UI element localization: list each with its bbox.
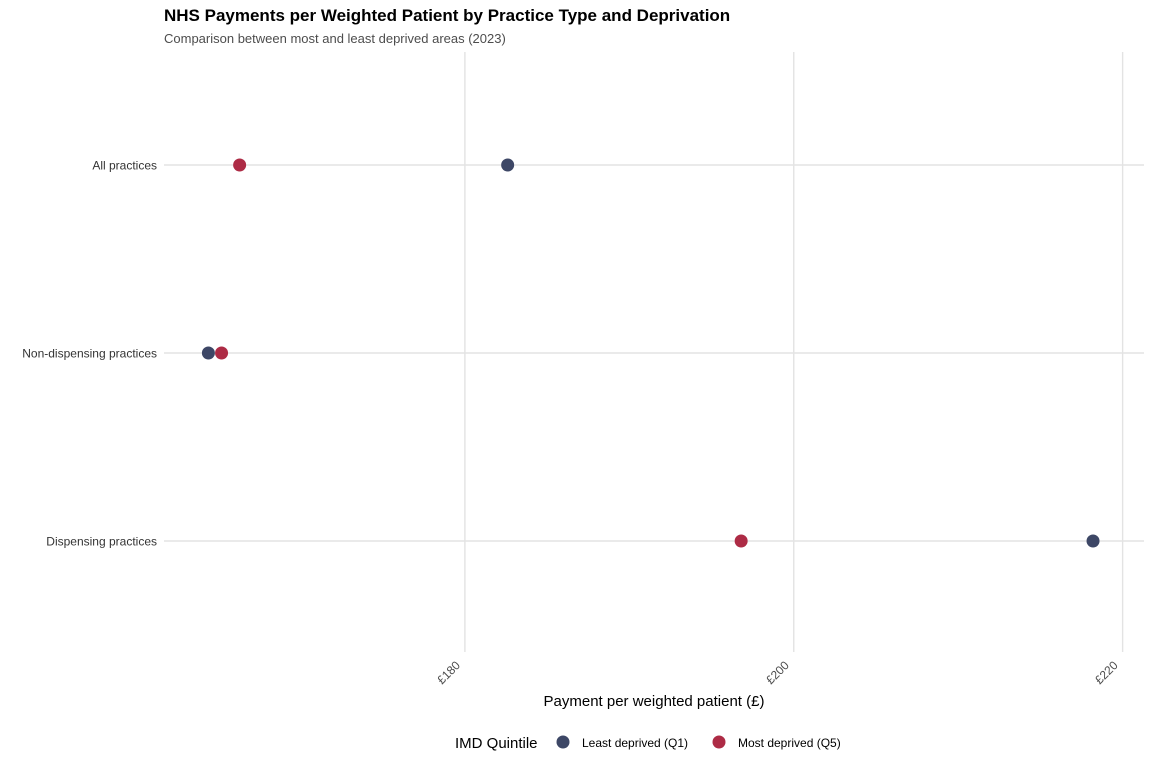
x-tick-label: £220 — [1092, 658, 1121, 687]
data-point-most-deprived — [215, 346, 229, 360]
y-axis-tick-labels: All practices Non-dispensing practices Dis… — [22, 159, 157, 549]
data-points — [201, 158, 1100, 548]
legend-swatch-least-deprived — [556, 735, 570, 749]
y-tick-label: All practices — [92, 159, 157, 173]
legend-label-most-deprived: Most deprived (Q5) — [738, 736, 841, 750]
data-point-most-deprived — [233, 158, 247, 172]
legend-swatch-most-deprived — [712, 735, 726, 749]
y-tick-label: Dispensing practices — [46, 535, 157, 549]
x-axis-label: Payment per weighted patient (£) — [544, 693, 765, 710]
data-point-least-deprived — [501, 158, 515, 172]
chart-subtitle: Comparison between most and least depriv… — [164, 31, 506, 46]
chart-title: NHS Payments per Weighted Patient by Pra… — [164, 6, 730, 25]
x-tick-label: £180 — [434, 658, 463, 687]
grid — [164, 52, 1144, 652]
y-tick-label: Non-dispensing practices — [22, 347, 157, 361]
data-point-least-deprived — [201, 346, 215, 360]
x-tick-label: £200 — [763, 658, 792, 687]
legend-label-least-deprived: Least deprived (Q1) — [582, 736, 688, 750]
data-point-least-deprived — [1086, 534, 1100, 548]
x-axis-tick-labels: £180 £200 £220 — [434, 658, 1121, 687]
data-point-most-deprived — [734, 534, 748, 548]
legend: IMD Quintile Least deprived (Q1) Most de… — [455, 735, 841, 752]
legend-title: IMD Quintile — [455, 735, 538, 752]
